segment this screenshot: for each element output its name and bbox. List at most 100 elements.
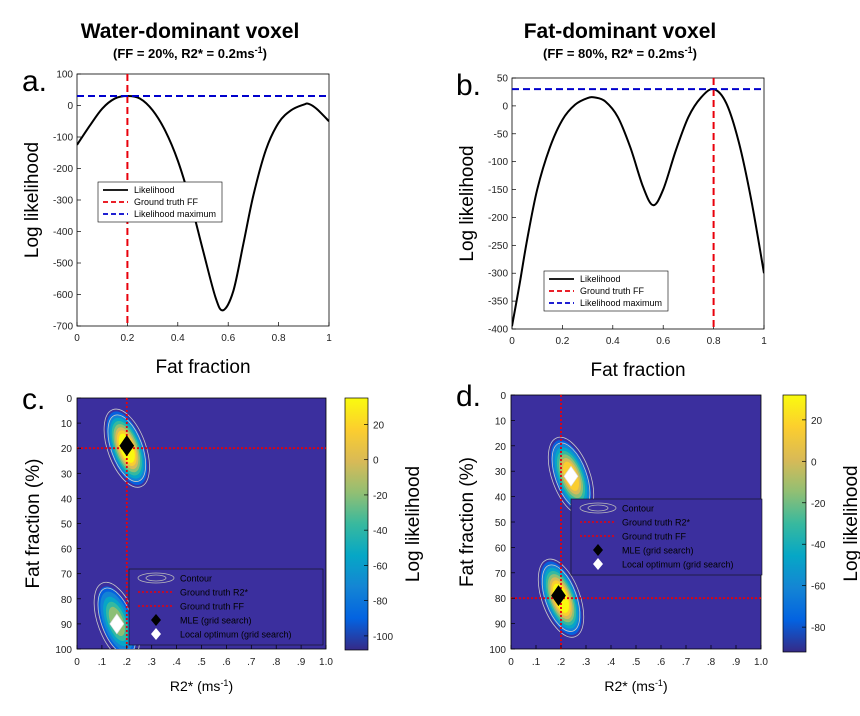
panel-d-legend-label: Contour [622,504,654,514]
panel-a-ytick-label: -400 [53,227,73,238]
panel-c-ytick-label: 50 [61,520,73,531]
panel-c-ytick-label: 90 [61,620,73,631]
panel-d-mle-marker [551,585,566,607]
panel-d-xtick-label: 0 [508,657,514,668]
panel-a-ylabel: Log likelihood [22,142,43,258]
panel-d-colorbar [782,394,807,653]
panel-d-xlabel-main: R2* (ms [604,678,655,694]
panel-c-ytick-label: 100 [55,645,72,656]
panel-d-xtick-label: .6 [657,657,666,668]
panel-a-title: Water-dominant voxel [81,20,300,43]
panel-b-legend-label: Likelihood maximum [580,298,662,308]
panel-d-ytick-label: 50 [495,518,507,529]
panel-c-colorbar-tick-label: -40 [373,526,388,537]
panel-c-ytick-label: 80 [61,595,73,606]
panel-c-xtick-label: 0 [74,657,80,668]
panel-b-ytick-label: 0 [502,101,508,112]
panel-d-colorbar-tick-label: 0 [811,457,817,468]
panel-d-ylabel: Fat fraction (%) [457,457,478,587]
panel-d-xlabel: R2* (ms-1) [604,678,667,694]
panel-d-legend-label: Local optimum (grid search) [622,560,734,570]
panel-c-heatmap: 01020304050607080901000.1.2.3.4.5.6.7.8.… [23,394,424,694]
panel-d-legend-label: Ground truth R2* [622,518,691,528]
panel-a-subtitle-sup: -1 [255,45,263,55]
panel-b-xtick-label: 1 [761,336,767,347]
panel-c-legend-contour-swatch [137,572,175,584]
panel-c-legend-label: MLE (grid search) [180,616,252,626]
panel-d-legend-label: MLE (grid search) [622,546,694,556]
panel-c-legend-marker-swatch [151,614,161,626]
panel-a-xtick-label: 1 [326,333,332,344]
panel-b-subtitle-end: ) [693,46,697,61]
panel-d-ytick-label: 100 [489,645,506,656]
panel-b-ytick-label: -350 [488,297,508,308]
panel-c-xtick-label: .6 [222,657,231,668]
panel-b-plot-area [512,88,764,327]
panel-c-xtick-label: .4 [172,657,181,668]
panel-c-xtick-label: .7 [247,657,256,668]
panel-d-legend: Contour Ground truth R2* Ground truth FF ML… [570,498,763,576]
panel-c-legend-label: Ground truth R2* [180,588,249,598]
panel-c-local-optimum-marker [109,613,125,635]
panel-b-xtick-label: 0 [509,336,515,347]
panel-a-xlabel: Fat fraction [155,357,250,378]
panel-d-label: d. [456,380,481,413]
panel-b-ytick-label: -50 [494,129,509,140]
panel-c-xlabel-end: ) [228,678,233,694]
panel-d-ytick-label: 80 [495,594,507,605]
panel-a-xtick-label: 0.4 [171,333,185,344]
panel-b-title: Fat-dominant voxel [524,20,717,43]
panel-d-xtick-label: .8 [707,657,716,668]
panel-c-colorbar-tick-label: 20 [373,420,385,431]
panel-d-legend-marker-swatch [593,558,603,570]
panel-b-xtick-label: 0.4 [606,336,620,347]
panel-c-ytick-label: 30 [61,469,73,480]
panel-a-label: a. [22,65,47,98]
panel-c-legend-marker-swatch [151,628,161,640]
panel-c-colorbar-tick-label: 0 [373,456,379,467]
panel-a-legend-label: Likelihood maximum [134,209,216,219]
panel-a-legend-label: Likelihood [134,185,175,195]
panel-a-ytick-label: 100 [56,70,73,81]
panel-b-legend: Likelihood Ground truth FF Likelihood maxi… [543,270,669,312]
panel-d-xtick-label: .1 [532,657,541,668]
panel-a-legend-label: Ground truth FF [134,197,199,207]
panel-a-ytick-label: -500 [53,259,73,270]
panel-a-xtick-label: 0.6 [221,333,235,344]
panel-b-ylabel: Log likelihood [457,145,478,261]
panel-a-ytick-label: -300 [53,196,73,207]
panel-c-label: c. [22,383,45,416]
panel-d-ytick-label: 0 [500,391,506,402]
panel-c-ytick-label: 70 [61,570,73,581]
panel-b-legend-box [543,270,669,312]
panel-d-ytick-label: 90 [495,620,507,631]
panel-c-colorbar [344,397,369,651]
panel-c-legend-box [128,568,324,646]
panel-d-ytick-label: 70 [495,569,507,580]
panel-b-ytick-label: -300 [488,269,508,280]
panel-a-xtick-label: 0 [74,333,80,344]
panel-c-contour-ring [103,408,150,488]
panel-a-subtitle-end: ) [263,46,267,61]
panel-d-legend-label: Ground truth FF [622,532,687,542]
panel-b-likelihood-line [512,88,764,327]
panel-b-legend-label: Ground truth FF [580,286,645,296]
panel-c-xtick-label: .2 [123,657,132,668]
panel-b-ytick-label: -200 [488,213,508,224]
panel-c-xtick-label: .5 [197,657,206,668]
panel-b-xtick-label: 0.8 [707,336,721,347]
panel-d-xtick-label: .5 [632,657,641,668]
panel-c-legend: Contour Ground truth R2* Ground truth FF ML… [128,568,324,646]
panel-c-colorbar-label: Log likelihood [403,466,424,582]
panel-d-legend-contour-swatch [579,502,617,514]
panel-d-xlabel-end: ) [663,678,668,694]
panel-d-colorbar-tick-label: 20 [811,416,823,427]
panel-a-ytick-label: -700 [53,322,73,333]
panel-c-ytick-label: 40 [61,494,73,505]
panel-d-colorbar-tick-label: -40 [811,540,826,551]
panel-c-contour-ring [107,414,147,482]
panel-b-xtick-label: 0.6 [656,336,670,347]
panel-d-ytick-label: 60 [495,543,507,554]
